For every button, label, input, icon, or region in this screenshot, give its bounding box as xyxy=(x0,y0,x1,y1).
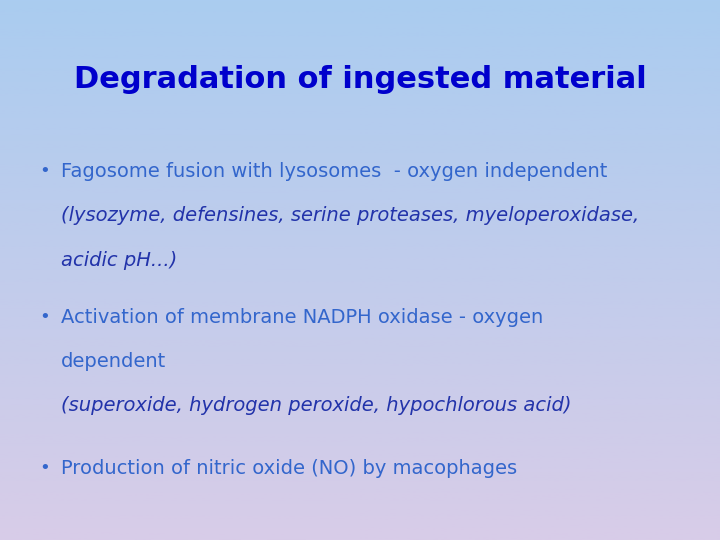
Text: Activation of membrane NADPH oxidase - oxygen: Activation of membrane NADPH oxidase - o… xyxy=(61,308,544,327)
Text: •: • xyxy=(40,162,50,180)
Text: Fagosome fusion with lysosomes  - oxygen independent: Fagosome fusion with lysosomes - oxygen … xyxy=(61,162,608,181)
Text: (superoxide, hydrogen peroxide, hypochlorous acid): (superoxide, hydrogen peroxide, hypochlo… xyxy=(61,396,572,415)
Text: •: • xyxy=(40,308,50,326)
Text: (lysozyme, defensines, serine proteases, myeloperoxidase,: (lysozyme, defensines, serine proteases,… xyxy=(61,206,639,225)
Text: dependent: dependent xyxy=(61,352,166,371)
Text: Production of nitric oxide (NO) by macophages: Production of nitric oxide (NO) by macop… xyxy=(61,459,518,478)
Text: •: • xyxy=(40,459,50,477)
Text: acidic pH...): acidic pH...) xyxy=(61,251,177,269)
Text: Degradation of ingested material: Degradation of ingested material xyxy=(73,65,647,94)
